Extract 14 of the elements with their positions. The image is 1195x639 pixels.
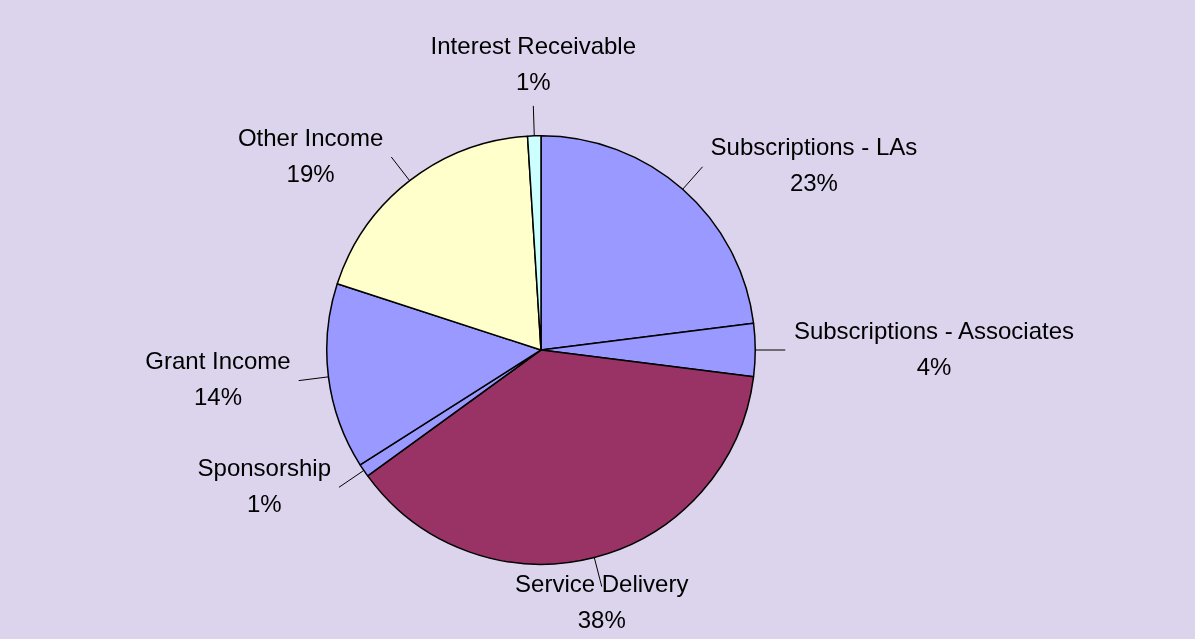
slice-label: Service Delivery bbox=[515, 569, 689, 597]
slice-label: Sponsorship bbox=[197, 453, 331, 481]
data-label: 1% bbox=[515, 68, 551, 96]
data-label: 23% bbox=[789, 169, 838, 197]
data-label: 14% bbox=[193, 383, 242, 411]
slice-label: Other Income bbox=[237, 123, 384, 151]
slice-label: Grant Income bbox=[145, 347, 291, 375]
data-label: 38% bbox=[577, 605, 626, 633]
slice-label: Interest Receivable bbox=[430, 32, 637, 60]
data-label: 19% bbox=[286, 159, 335, 187]
slice-label: Subscriptions - LAs bbox=[710, 133, 918, 161]
slice-label: Subscriptions - Associates bbox=[793, 316, 1075, 344]
data-label: 4% bbox=[916, 352, 952, 380]
data-label: 1% bbox=[246, 489, 282, 517]
